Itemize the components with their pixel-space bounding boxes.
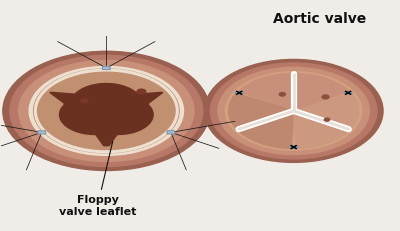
FancyBboxPatch shape — [38, 131, 46, 134]
Polygon shape — [35, 91, 106, 152]
Circle shape — [226, 72, 362, 150]
FancyBboxPatch shape — [344, 92, 352, 94]
Polygon shape — [294, 93, 359, 148]
FancyBboxPatch shape — [167, 131, 175, 134]
Circle shape — [3, 51, 210, 170]
Circle shape — [81, 99, 88, 103]
Circle shape — [19, 60, 194, 161]
Polygon shape — [106, 91, 177, 152]
Circle shape — [29, 67, 184, 155]
FancyBboxPatch shape — [236, 92, 243, 94]
FancyBboxPatch shape — [102, 66, 110, 70]
Text: Aortic valve: Aortic valve — [273, 12, 366, 26]
Circle shape — [324, 118, 330, 121]
FancyBboxPatch shape — [290, 146, 298, 148]
Polygon shape — [238, 73, 349, 111]
Text: Floppy
valve leaflet: Floppy valve leaflet — [59, 141, 136, 216]
Circle shape — [218, 67, 370, 155]
Circle shape — [322, 95, 329, 99]
Circle shape — [43, 73, 170, 146]
Circle shape — [137, 89, 146, 94]
Circle shape — [204, 59, 383, 162]
Polygon shape — [45, 70, 168, 93]
Circle shape — [279, 93, 285, 96]
Circle shape — [34, 69, 179, 153]
Polygon shape — [228, 93, 294, 148]
Circle shape — [10, 55, 203, 167]
Circle shape — [210, 63, 377, 159]
